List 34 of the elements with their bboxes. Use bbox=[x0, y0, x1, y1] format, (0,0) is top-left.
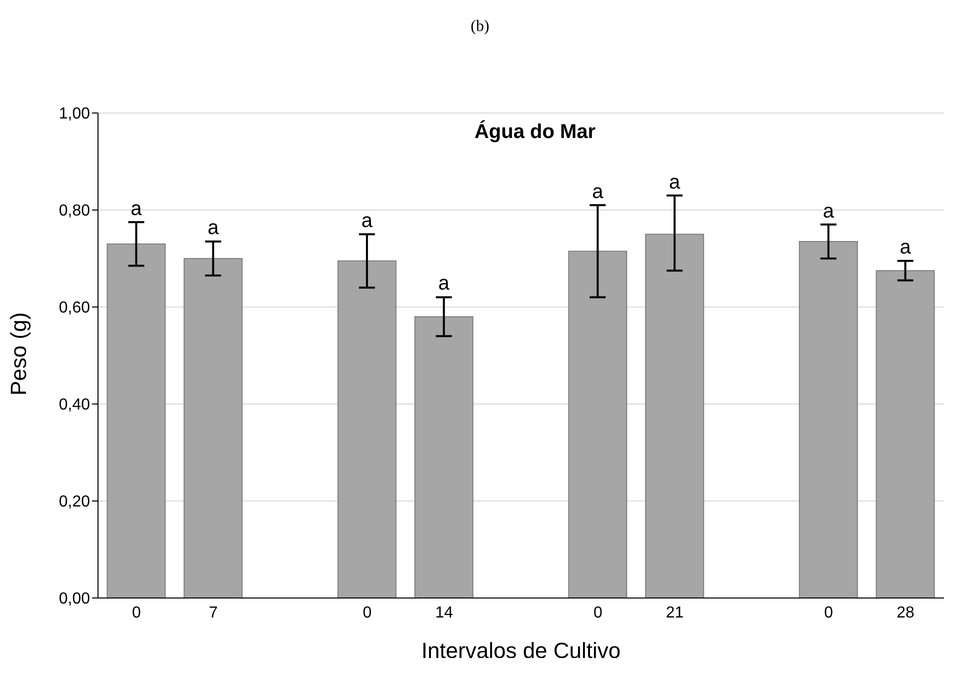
bar bbox=[337, 260, 396, 598]
y-tick-label: 1,00 bbox=[58, 106, 90, 123]
data-label: a bbox=[822, 200, 835, 222]
bar bbox=[568, 250, 628, 598]
bar bbox=[414, 316, 474, 598]
x-axis-title: Intervalos de Cultivo bbox=[421, 638, 621, 663]
x-tick-label: 14 bbox=[435, 604, 454, 622]
data-label: a bbox=[669, 172, 682, 194]
bar bbox=[645, 234, 704, 598]
y-tick-label: 0,80 bbox=[58, 202, 90, 220]
x-tick-label: 0 bbox=[132, 604, 141, 622]
x-tick-label: 21 bbox=[666, 604, 684, 622]
data-label: a bbox=[592, 181, 604, 204]
chart-subtitle: Água do Mar bbox=[473, 121, 597, 144]
x-tick-label: 0 bbox=[362, 604, 372, 622]
data-label: a bbox=[438, 272, 450, 294]
bar bbox=[798, 241, 858, 598]
bar bbox=[184, 258, 243, 598]
bar bbox=[106, 243, 166, 598]
bar bbox=[876, 270, 935, 598]
y-tick-label: 0,40 bbox=[58, 396, 90, 414]
x-tick-label: 7 bbox=[208, 604, 218, 622]
x-tick-label: 0 bbox=[593, 604, 602, 622]
y-axis-title: Peso (g) bbox=[6, 312, 31, 396]
data-label: a bbox=[208, 217, 220, 240]
data-label: a bbox=[361, 210, 374, 232]
data-label: a bbox=[130, 198, 143, 220]
x-tick-label: 28 bbox=[896, 604, 915, 622]
y-tick-label: 0,60 bbox=[58, 300, 90, 317]
y-tick-label: 0,00 bbox=[58, 590, 90, 608]
x-tick-label: 0 bbox=[824, 604, 834, 622]
chart-title: (b) bbox=[470, 17, 490, 37]
y-tick-label: 0,20 bbox=[58, 494, 90, 511]
data-label: a bbox=[900, 236, 912, 258]
